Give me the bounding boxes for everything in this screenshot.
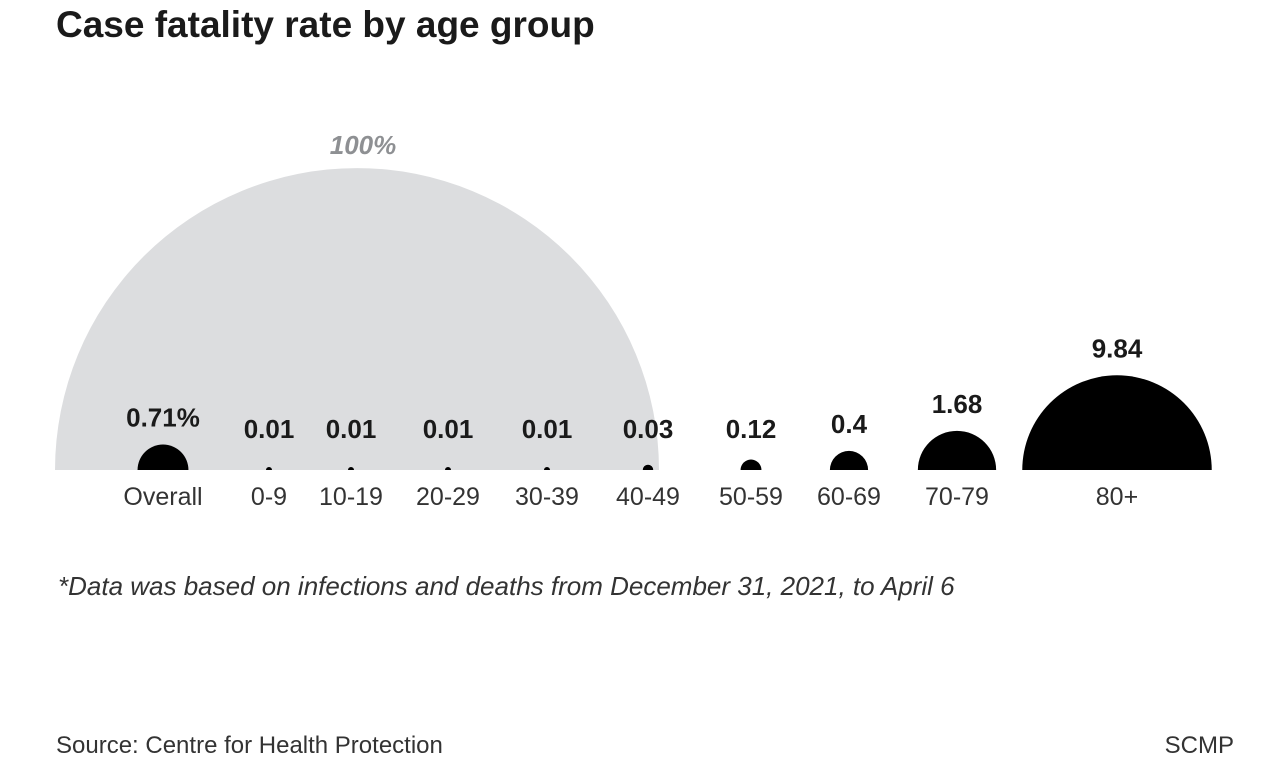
value-label: 0.01 (244, 414, 295, 444)
category-label: Overall (123, 483, 202, 511)
category-label: 30-39 (515, 483, 579, 511)
semicircle-overall (137, 444, 189, 470)
category-label: 40-49 (616, 483, 680, 511)
semicircle-80plus (1022, 375, 1212, 470)
semicircle-30-39 (543, 466, 551, 470)
chart-plot: 100% 0.71% Overall 0.01 0-9 0.01 10-19 0.01 20-2… (55, 130, 1212, 511)
value-label: 0.01 (423, 414, 474, 444)
semicircle-50-59 (740, 459, 762, 470)
value-label: 0.01 (326, 414, 377, 444)
marks-layer (137, 375, 1212, 470)
category-label: 50-59 (719, 483, 783, 511)
category-label: 70-79 (925, 483, 989, 511)
footnote: *Data was based on infections and deaths… (58, 571, 955, 601)
category-label: 10-19 (319, 483, 383, 511)
value-label: 0.12 (726, 414, 777, 444)
brand-label: SCMP (1164, 732, 1234, 759)
value-label: 1.68 (932, 389, 983, 419)
semicircle-0-9 (265, 466, 273, 470)
reference-label: 100% (330, 130, 397, 160)
category-label: 60-69 (817, 483, 881, 511)
value-label: 0.4 (831, 409, 868, 439)
semicircle-10-19 (347, 466, 355, 470)
semicircle-70-79 (917, 430, 997, 470)
chart-title: Case fatality rate by age group (56, 4, 595, 45)
labels-layer: 100% 0.71% Overall 0.01 0-9 0.01 10-19 0.01 20-2… (123, 130, 1142, 511)
reference-semicircle (55, 168, 659, 470)
category-label: 80+ (1096, 483, 1138, 511)
value-label: 0.71% (126, 403, 200, 433)
semicircle-40-49 (642, 464, 654, 470)
value-label: 0.01 (522, 414, 573, 444)
semicircle-20-29 (444, 466, 452, 470)
value-label: 0.03 (623, 414, 674, 444)
source-note: Source: Centre for Health Protection (56, 732, 443, 759)
category-label: 0-9 (251, 483, 287, 511)
value-label: 9.84 (1092, 333, 1143, 363)
semicircle-60-69 (829, 450, 869, 470)
reference-layer (55, 168, 659, 470)
category-label: 20-29 (416, 483, 480, 511)
